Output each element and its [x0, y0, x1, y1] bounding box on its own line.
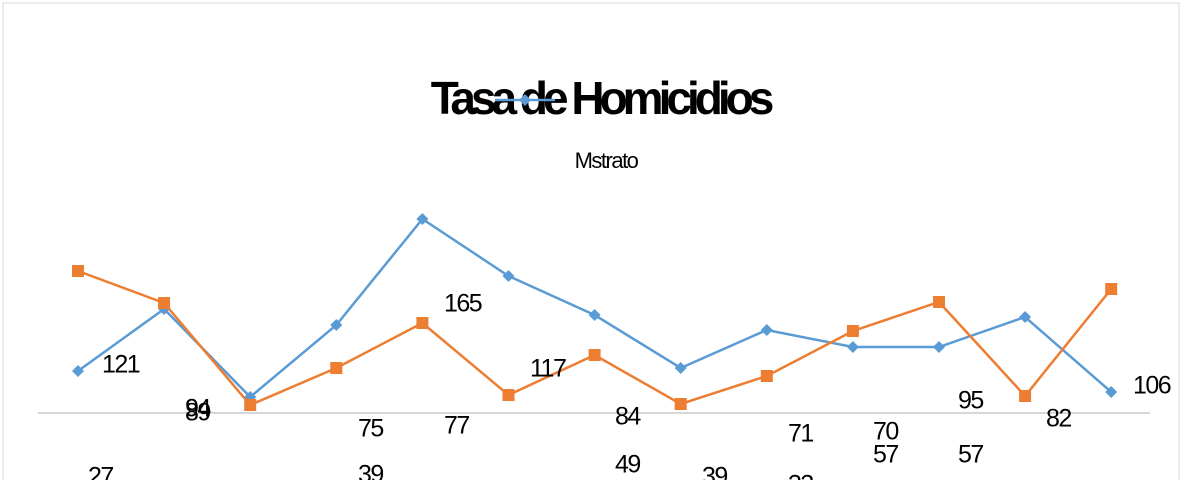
point-marker [933, 341, 945, 353]
point-marker [760, 370, 773, 382]
data-annotation: 71 [788, 420, 813, 448]
data-annotation: 27 [88, 463, 113, 480]
point-marker [502, 270, 515, 282]
data-annotation: 84 [615, 403, 641, 431]
data-annotation: 121 [102, 351, 140, 379]
point-marker [1019, 390, 1032, 402]
data-annotation: 75 [358, 415, 383, 443]
chart-subtitle: Mstrato [575, 148, 639, 173]
data-annotation: 82 [1046, 405, 1071, 433]
point-marker [933, 296, 945, 308]
point-marker [72, 265, 84, 277]
data-annotation: 89 [185, 399, 210, 427]
point-marker [502, 389, 515, 401]
data-annotation: 94 [185, 395, 211, 423]
data-annotation: 165 [444, 290, 482, 318]
data-annotation: 77 [444, 412, 469, 440]
data-annotation: 33 [788, 471, 813, 480]
point-marker [1019, 311, 1032, 323]
point-marker [1105, 283, 1118, 295]
data-annotation: 106 [1133, 372, 1171, 400]
legend [495, 94, 555, 106]
point-marker [330, 362, 343, 374]
data-annotation: 117 [530, 355, 566, 383]
point-marker [760, 324, 773, 336]
chart-title: Tasa de Homicidios [431, 72, 773, 124]
point-marker [330, 319, 343, 331]
point-marker [674, 362, 687, 374]
data-annotation: 95 [958, 387, 983, 415]
data-annotation: 39 [702, 463, 727, 480]
data-annotation: 39 [358, 461, 383, 480]
point-marker [416, 213, 429, 225]
data-annotation: 70 [873, 418, 898, 446]
point-marker [846, 341, 859, 353]
point-marker [588, 309, 601, 321]
point-marker [158, 297, 171, 309]
point-marker [72, 365, 84, 377]
legend-marker [519, 94, 531, 106]
point-marker [1105, 386, 1118, 398]
data-annotation: 57 [873, 441, 898, 469]
point-marker [244, 399, 257, 411]
data-annotation: 57 [958, 441, 983, 469]
point-marker [588, 349, 601, 361]
point-marker [846, 325, 859, 337]
point-marker [674, 398, 687, 410]
data-annotation: 49 [615, 451, 640, 479]
point-marker [416, 317, 429, 329]
